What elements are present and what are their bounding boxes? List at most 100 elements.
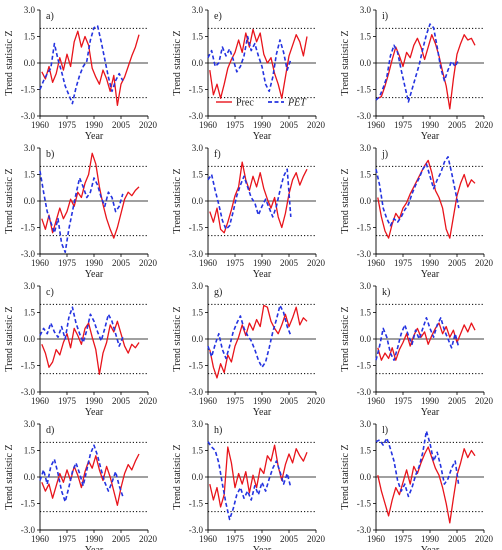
y-tick-label: 0.0	[192, 58, 204, 68]
x-axis-title: Year	[253, 545, 272, 550]
y-tick-label: 1.5	[24, 308, 36, 318]
panel-label: a)	[46, 11, 54, 22]
y-axis-title: Trend statistic Z	[172, 168, 183, 233]
y-tick-label: 1.5	[192, 170, 204, 180]
x-tick-label: 1975	[226, 120, 245, 130]
y-tick-label: 0.0	[360, 334, 372, 344]
y-tick-label: -3.0	[189, 387, 204, 397]
series-prec-line	[209, 28, 308, 99]
y-tick-label: -1.5	[21, 361, 36, 371]
y-tick-label: 3.0	[360, 143, 372, 153]
x-tick-label: 2020	[139, 396, 158, 406]
y-tick-label: 1.5	[24, 170, 36, 180]
x-tick-label: 1990	[421, 396, 440, 406]
panel-h: -3.0 -1.5 0.0 1.5 3.0 1960 1975 1990 2005 2020 h) T…	[172, 419, 326, 550]
series-pet-line	[39, 444, 124, 503]
panel-k: -3.0 -1.5 0.0 1.5 3.0 1960 1975 1990 2005 2020 k) T…	[340, 281, 494, 418]
x-tick-label: 1990	[253, 396, 272, 406]
x-tick-label: 1960	[367, 120, 386, 130]
x-tick-label: 2020	[475, 396, 494, 406]
y-axis-title: Trend statistic Z	[340, 306, 351, 371]
panel-label: b)	[46, 149, 54, 160]
panel-label: e)	[214, 11, 222, 22]
x-tick-label: 2005	[448, 120, 467, 130]
x-tick-label: 1960	[367, 258, 386, 268]
x-axis-title: Year	[253, 131, 272, 142]
legend-label-prec: Prec	[236, 98, 254, 109]
y-tick-label: -1.5	[189, 361, 204, 371]
panel-c: -3.0 -1.5 0.0 1.5 3.0 1960 1975 1990 2005 2020 c) T…	[4, 281, 158, 418]
x-tick-label: 1990	[85, 258, 104, 268]
y-tick-label: 3.0	[360, 5, 372, 15]
y-axis-title: Trend statistic Z	[4, 444, 15, 509]
y-tick-label: -1.5	[189, 85, 204, 95]
y-tick-label: 0.0	[192, 334, 204, 344]
x-tick-label: 1975	[226, 534, 245, 544]
y-tick-label: 1.5	[360, 32, 372, 42]
series-pet-line	[207, 168, 292, 231]
series-prec-line	[377, 322, 476, 361]
x-tick-label: 1960	[31, 534, 50, 544]
x-axis-title: Year	[421, 407, 440, 418]
y-tick-label: 3.0	[192, 143, 204, 153]
x-tick-label: 1960	[199, 258, 218, 268]
y-tick-label: 1.5	[24, 446, 36, 456]
y-axis-title: Trend statistic Z	[340, 168, 351, 233]
y-tick-label: 3.0	[24, 143, 36, 153]
y-tick-label: 1.5	[24, 32, 36, 42]
x-tick-label: 1975	[394, 396, 413, 406]
y-axis-title: Trend statistic Z	[4, 168, 15, 233]
y-tick-label: 1.5	[360, 308, 372, 318]
x-tick-label: 1990	[421, 258, 440, 268]
y-tick-label: 1.5	[192, 308, 204, 318]
y-tick-label: 3.0	[192, 5, 204, 15]
x-axis-title: Year	[421, 269, 440, 280]
y-tick-label: -3.0	[189, 111, 204, 121]
x-tick-label: 1975	[226, 258, 245, 268]
series-pet-line	[39, 25, 124, 105]
x-tick-label: 2020	[139, 534, 158, 544]
series-prec-line	[209, 444, 308, 508]
y-axis-title: Trend statistic Z	[172, 306, 183, 371]
x-tick-label: 1960	[31, 396, 50, 406]
x-tick-label: 2020	[307, 534, 326, 544]
y-tick-label: 0.0	[24, 472, 36, 482]
x-tick-label: 2005	[280, 396, 299, 406]
x-tick-label: 2005	[448, 258, 467, 268]
panel-d: -3.0 -1.5 0.0 1.5 3.0 1960 1975 1990 2005 2020 d) T…	[4, 419, 158, 550]
series-prec-line	[209, 161, 308, 234]
series-pet-line	[375, 430, 460, 498]
panel-label: g)	[214, 287, 222, 298]
y-tick-label: 1.5	[360, 170, 372, 180]
y-tick-label: 1.5	[360, 446, 372, 456]
y-tick-label: 3.0	[24, 281, 36, 291]
y-tick-label: 3.0	[192, 419, 204, 429]
y-tick-label: 1.5	[192, 32, 204, 42]
series-pet-line	[375, 317, 460, 361]
x-tick-label: 2005	[112, 120, 131, 130]
x-tick-label: 1975	[394, 258, 413, 268]
y-tick-label: -1.5	[21, 223, 36, 233]
x-tick-label: 1960	[31, 258, 50, 268]
y-tick-label: 0.0	[192, 472, 204, 482]
y-tick-label: 3.0	[192, 281, 204, 291]
y-tick-label: 3.0	[24, 5, 36, 15]
x-tick-label: 2020	[475, 258, 494, 268]
panel-label: f)	[214, 149, 221, 160]
series-pet-line	[207, 35, 292, 93]
x-axis-title: Year	[85, 131, 104, 142]
x-tick-label: 1975	[226, 396, 245, 406]
panel-l: -3.0 -1.5 0.0 1.5 3.0 1960 1975 1990 2005 2020 l) T…	[340, 419, 494, 550]
panel-label: i)	[382, 11, 388, 22]
y-tick-label: -1.5	[189, 499, 204, 509]
series-prec-line	[41, 453, 140, 506]
x-tick-label: 2020	[475, 534, 494, 544]
y-tick-label: 0.0	[360, 472, 372, 482]
panel-label: c)	[46, 287, 54, 298]
y-tick-label: -3.0	[21, 111, 36, 121]
y-tick-label: -3.0	[357, 249, 372, 259]
x-axis-title: Year	[421, 545, 440, 550]
panel-e: -3.0 -1.5 0.0 1.5 3.0 1960 1975 1990 2005 2020 e) T…	[172, 5, 326, 142]
x-tick-label: 2005	[112, 258, 131, 268]
